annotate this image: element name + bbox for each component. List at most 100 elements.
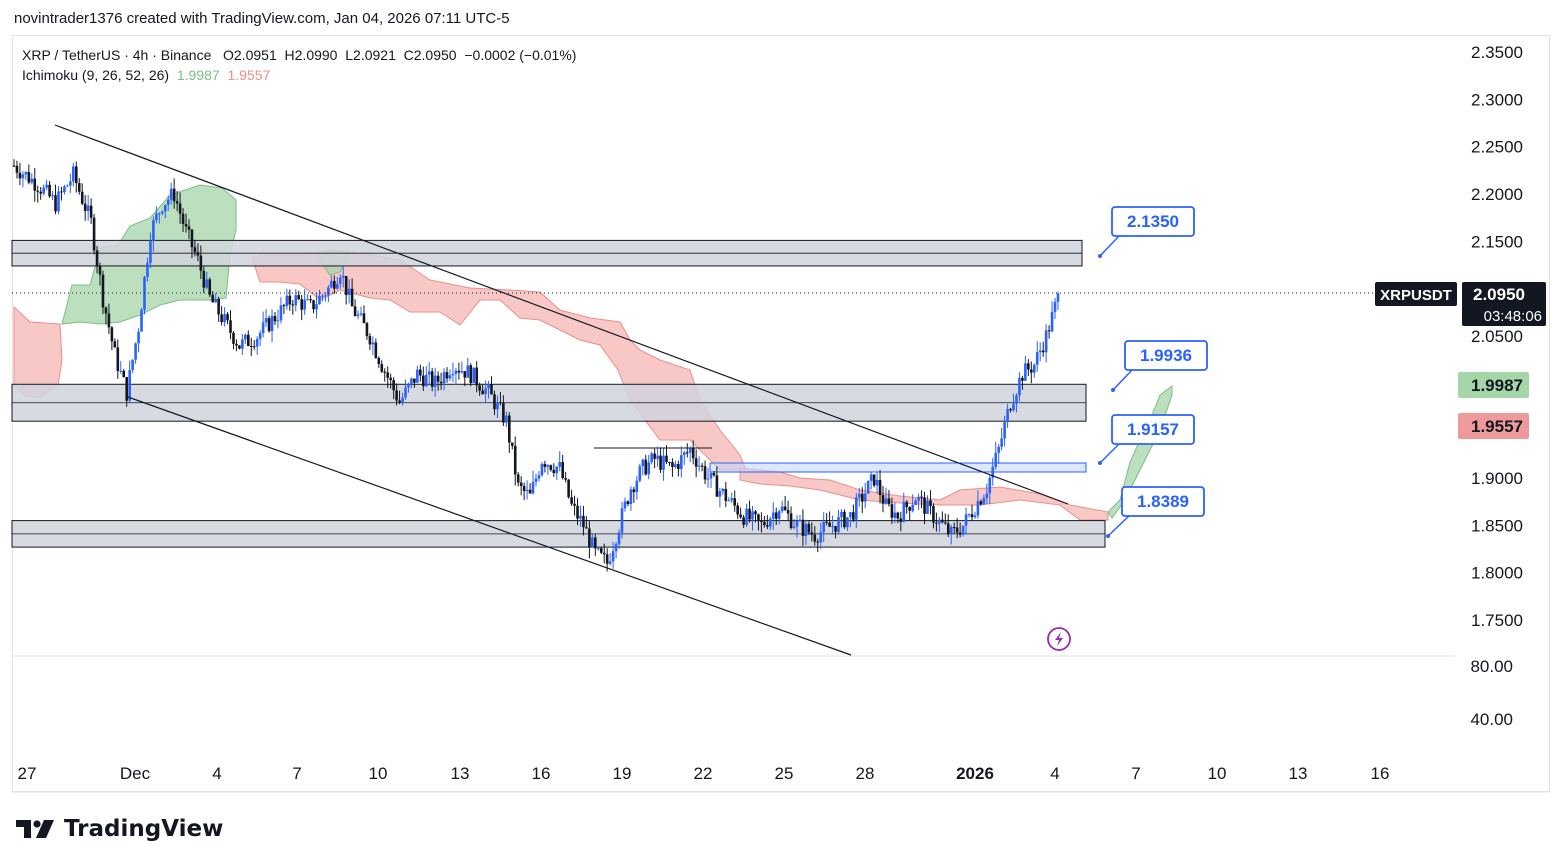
candle bbox=[596, 547, 600, 551]
candle-body bbox=[774, 512, 778, 519]
candle-body bbox=[991, 466, 995, 478]
candle-body bbox=[549, 465, 553, 470]
candle-body bbox=[872, 474, 876, 486]
price-tick-label: 1.7500 bbox=[1471, 611, 1523, 630]
candle bbox=[955, 518, 959, 539]
candle-body bbox=[715, 475, 719, 497]
candle-body bbox=[267, 318, 271, 332]
annotation-1.9936[interactable]: 1.9936 bbox=[1111, 340, 1208, 392]
candle-body bbox=[970, 514, 974, 518]
candle-body bbox=[463, 371, 467, 378]
candle-body bbox=[688, 448, 692, 453]
candle bbox=[1044, 324, 1048, 363]
candle bbox=[763, 516, 766, 528]
candle bbox=[92, 214, 96, 255]
lightning-icon[interactable] bbox=[1047, 627, 1071, 651]
candle-body bbox=[585, 527, 588, 529]
tradingview-logo[interactable]: TradingView bbox=[16, 816, 223, 842]
candle-body bbox=[264, 318, 268, 323]
time-tick-label: 25 bbox=[775, 764, 794, 783]
channel-lower-line[interactable] bbox=[127, 396, 852, 656]
candle-body bbox=[1012, 403, 1015, 411]
candle bbox=[267, 315, 271, 333]
candle bbox=[255, 336, 259, 355]
candle-body bbox=[297, 295, 301, 300]
candle bbox=[843, 509, 846, 529]
candle bbox=[238, 345, 241, 350]
candle-body bbox=[570, 497, 573, 504]
candle-body bbox=[555, 466, 559, 474]
candle-body bbox=[733, 498, 737, 506]
symbol-tag[interactable] bbox=[1375, 282, 1457, 306]
ichimoku-green-tag bbox=[1458, 372, 1529, 398]
annotation-box bbox=[1111, 414, 1195, 445]
candle-body bbox=[312, 300, 315, 310]
candle bbox=[745, 503, 748, 527]
annotation-box bbox=[1121, 486, 1205, 517]
candle-body bbox=[427, 371, 431, 375]
candle-body bbox=[149, 241, 152, 263]
candle-body bbox=[685, 452, 689, 454]
candle-body bbox=[60, 191, 63, 193]
candle bbox=[60, 186, 63, 201]
candle-body bbox=[131, 359, 134, 370]
indicator-name[interactable]: Ichimoku (9, 26, 52, 26) bbox=[22, 67, 170, 83]
candle bbox=[1030, 361, 1033, 384]
candle-body bbox=[445, 372, 449, 379]
candle bbox=[591, 534, 594, 548]
candle bbox=[739, 507, 742, 519]
annotation-2.1350[interactable]: 2.1350 bbox=[1098, 206, 1195, 258]
time-axis[interactable]: 27 Dec 4 7 10 13 16 19 22 25 28 2026 4 7 10 13 16 bbox=[18, 764, 1390, 783]
candle bbox=[896, 511, 900, 524]
candle bbox=[1035, 341, 1039, 372]
candle-body bbox=[223, 314, 226, 323]
candle-body bbox=[967, 514, 971, 516]
time-tick-label: 16 bbox=[1371, 764, 1390, 783]
candle-body bbox=[374, 342, 378, 358]
candle bbox=[1000, 427, 1003, 451]
candle-body bbox=[1006, 409, 1009, 423]
indicator-legend-row: Ichimoku (9, 26, 52, 26) 1.9987 1.9557 bbox=[22, 65, 576, 85]
candle bbox=[338, 274, 342, 289]
candle-body bbox=[169, 188, 173, 200]
candle-body bbox=[457, 370, 461, 373]
candle bbox=[83, 195, 87, 221]
candle bbox=[344, 275, 348, 305]
candle-body bbox=[769, 518, 772, 527]
candle bbox=[193, 239, 197, 257]
candle bbox=[226, 312, 229, 325]
symbol-name[interactable]: XRP / TetherUS · 4h · Binance bbox=[22, 47, 212, 63]
candle-body bbox=[380, 364, 384, 372]
price-axis[interactable]: 2.3500 2.3000 2.2500 2.2000 2.1500 2.0500 1.90… bbox=[1375, 43, 1546, 729]
candle-body bbox=[45, 184, 48, 188]
candle bbox=[276, 309, 280, 329]
annotation-1.8389[interactable]: 1.8389 bbox=[1106, 486, 1205, 538]
candle bbox=[327, 284, 330, 303]
candle-body bbox=[508, 415, 511, 443]
candle-body bbox=[828, 522, 831, 527]
candle bbox=[938, 517, 941, 533]
candle bbox=[840, 509, 843, 528]
candle-body bbox=[460, 371, 464, 373]
candle-body bbox=[335, 283, 339, 289]
annotation-1.9157[interactable]: 1.9157 bbox=[1098, 414, 1195, 465]
candle-body bbox=[614, 544, 618, 552]
candle bbox=[297, 290, 301, 301]
candle bbox=[881, 485, 885, 513]
candle bbox=[516, 472, 520, 487]
oscillator-tick-label: 40.00 bbox=[1470, 710, 1513, 729]
candle bbox=[184, 213, 188, 233]
candle-body bbox=[730, 498, 734, 501]
candle-body bbox=[558, 462, 562, 467]
breakout-band[interactable] bbox=[709, 462, 1087, 473]
candle bbox=[899, 511, 903, 532]
candle-body bbox=[392, 380, 395, 391]
candle-body bbox=[113, 341, 117, 348]
candle-body bbox=[739, 514, 742, 518]
candle-body bbox=[650, 453, 653, 463]
candle bbox=[709, 472, 713, 489]
channel-upper-line[interactable] bbox=[54, 124, 1069, 505]
brand-name: TradingView bbox=[64, 816, 224, 842]
candle bbox=[662, 448, 665, 481]
